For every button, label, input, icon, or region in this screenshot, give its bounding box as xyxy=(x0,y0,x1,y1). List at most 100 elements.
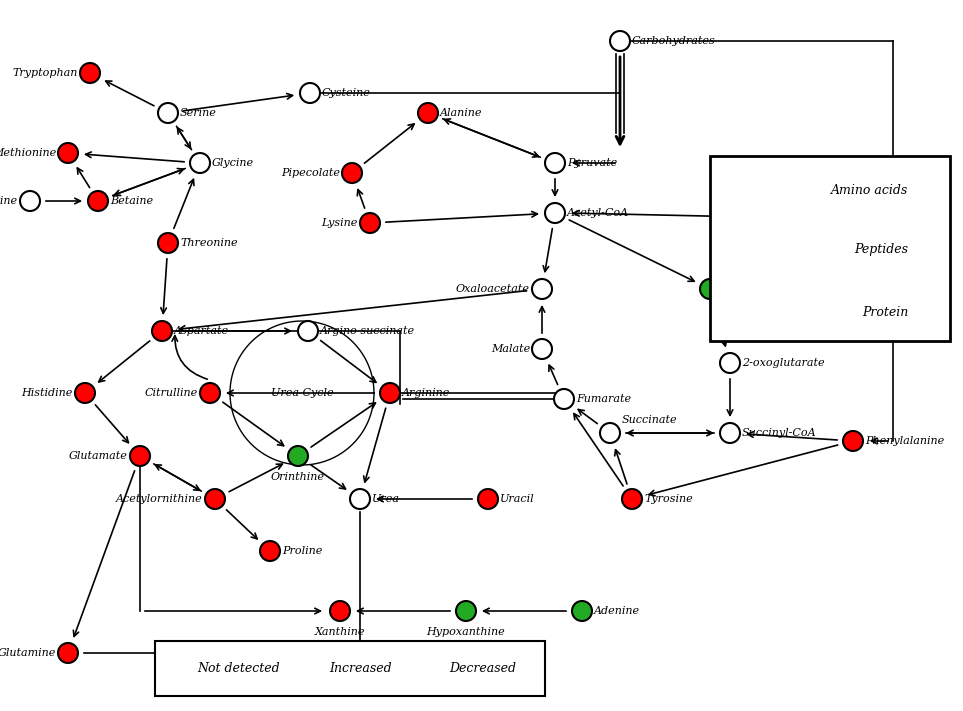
Circle shape xyxy=(700,279,720,299)
Circle shape xyxy=(305,659,325,679)
Circle shape xyxy=(58,143,78,163)
Circle shape xyxy=(288,446,308,466)
Circle shape xyxy=(360,213,380,233)
Text: Betaine: Betaine xyxy=(110,196,153,206)
Circle shape xyxy=(158,233,178,253)
Text: Phenylalanine: Phenylalanine xyxy=(865,436,945,446)
Circle shape xyxy=(75,383,95,403)
Circle shape xyxy=(152,321,172,341)
Text: γ-aminobuylate: γ-aminobuylate xyxy=(377,669,463,679)
Circle shape xyxy=(418,103,438,123)
Circle shape xyxy=(622,489,642,509)
Text: Tyrosine: Tyrosine xyxy=(644,494,692,504)
Circle shape xyxy=(20,191,40,211)
Circle shape xyxy=(912,181,932,201)
Circle shape xyxy=(205,489,225,509)
Circle shape xyxy=(478,489,498,509)
Text: Hypoxanthine: Hypoxanthine xyxy=(427,627,506,637)
Circle shape xyxy=(532,339,552,359)
Text: Tryptophan: Tryptophan xyxy=(13,68,78,78)
Text: Glutamate: Glutamate xyxy=(69,451,128,461)
Text: Uracil: Uracil xyxy=(500,494,534,504)
Text: Serine: Serine xyxy=(180,108,217,118)
Text: Methionine: Methionine xyxy=(0,148,56,158)
Circle shape xyxy=(720,423,740,443)
Text: Orinthine: Orinthine xyxy=(271,472,325,482)
Circle shape xyxy=(190,153,210,173)
Circle shape xyxy=(200,383,220,403)
Circle shape xyxy=(720,353,740,373)
Text: Acetyl-CoA: Acetyl-CoA xyxy=(567,208,629,218)
Circle shape xyxy=(300,83,320,103)
Circle shape xyxy=(185,643,205,663)
Text: Arginine: Arginine xyxy=(402,388,451,398)
Circle shape xyxy=(845,209,865,229)
Text: Protein: Protein xyxy=(862,306,908,319)
Circle shape xyxy=(843,431,863,451)
Text: Aspartate: Aspartate xyxy=(174,326,229,336)
Circle shape xyxy=(912,239,932,259)
Text: Malate: Malate xyxy=(491,344,530,354)
Text: Increased: Increased xyxy=(329,663,392,675)
Circle shape xyxy=(88,191,108,211)
Text: Fumarate: Fumarate xyxy=(576,394,631,404)
Text: Urea Cycle: Urea Cycle xyxy=(271,388,333,398)
Circle shape xyxy=(545,153,565,173)
Text: Lysine: Lysine xyxy=(322,218,358,228)
Circle shape xyxy=(845,173,865,193)
Text: Alanine: Alanine xyxy=(440,108,482,118)
Text: Decreased: Decreased xyxy=(449,663,516,675)
Text: Histidine: Histidine xyxy=(21,388,73,398)
Circle shape xyxy=(912,303,932,323)
Circle shape xyxy=(425,659,445,679)
Text: Pyruvate: Pyruvate xyxy=(567,158,617,168)
Text: Not detected: Not detected xyxy=(197,663,279,675)
Text: Acetylornithine: Acetylornithine xyxy=(117,494,203,504)
Text: Glycine: Glycine xyxy=(212,158,254,168)
Text: Cysteine: Cysteine xyxy=(322,88,371,98)
Circle shape xyxy=(158,103,178,123)
Circle shape xyxy=(260,541,280,561)
Text: Pyroglutamate: Pyroglutamate xyxy=(207,648,290,658)
Text: Valine: Valine xyxy=(867,214,901,224)
Circle shape xyxy=(610,31,630,51)
Text: Peptides: Peptides xyxy=(854,242,908,255)
Bar xyxy=(155,641,545,696)
Circle shape xyxy=(173,659,193,679)
Text: Isoleucine: Isoleucine xyxy=(867,250,924,260)
Text: 2-oxoglutarate: 2-oxoglutarate xyxy=(742,358,824,368)
Bar xyxy=(710,156,950,341)
Circle shape xyxy=(298,321,318,341)
Text: Oxaloacetate: Oxaloacetate xyxy=(456,284,530,294)
Circle shape xyxy=(330,601,350,621)
Circle shape xyxy=(380,383,400,403)
Text: Carbohydrates: Carbohydrates xyxy=(632,36,716,46)
Text: Xanthine: Xanthine xyxy=(315,627,365,637)
Circle shape xyxy=(456,601,476,621)
Text: Threonine: Threonine xyxy=(180,238,238,248)
Circle shape xyxy=(130,446,150,466)
Text: Pipecolate: Pipecolate xyxy=(281,168,340,178)
Circle shape xyxy=(410,643,430,663)
Text: Citrate: Citrate xyxy=(722,284,762,294)
Circle shape xyxy=(572,601,592,621)
Circle shape xyxy=(342,163,362,183)
Text: Adenine: Adenine xyxy=(594,606,640,616)
Circle shape xyxy=(845,245,865,265)
Circle shape xyxy=(532,279,552,299)
Text: Citrulline: Citrulline xyxy=(144,388,198,398)
Text: Glutamine: Glutamine xyxy=(0,648,56,658)
Circle shape xyxy=(350,489,370,509)
Circle shape xyxy=(554,389,574,409)
Text: Urea: Urea xyxy=(372,494,400,504)
Text: Succinyl-CoA: Succinyl-CoA xyxy=(742,428,817,438)
Text: Proline: Proline xyxy=(282,546,323,556)
Circle shape xyxy=(600,423,620,443)
Text: Leucine: Leucine xyxy=(867,178,912,188)
Text: Argino succinate: Argino succinate xyxy=(320,326,415,336)
Text: Choline: Choline xyxy=(0,196,18,206)
Circle shape xyxy=(58,643,78,663)
Text: Succinate: Succinate xyxy=(622,415,678,425)
Text: Amino acids: Amino acids xyxy=(831,184,908,198)
Circle shape xyxy=(80,63,100,83)
